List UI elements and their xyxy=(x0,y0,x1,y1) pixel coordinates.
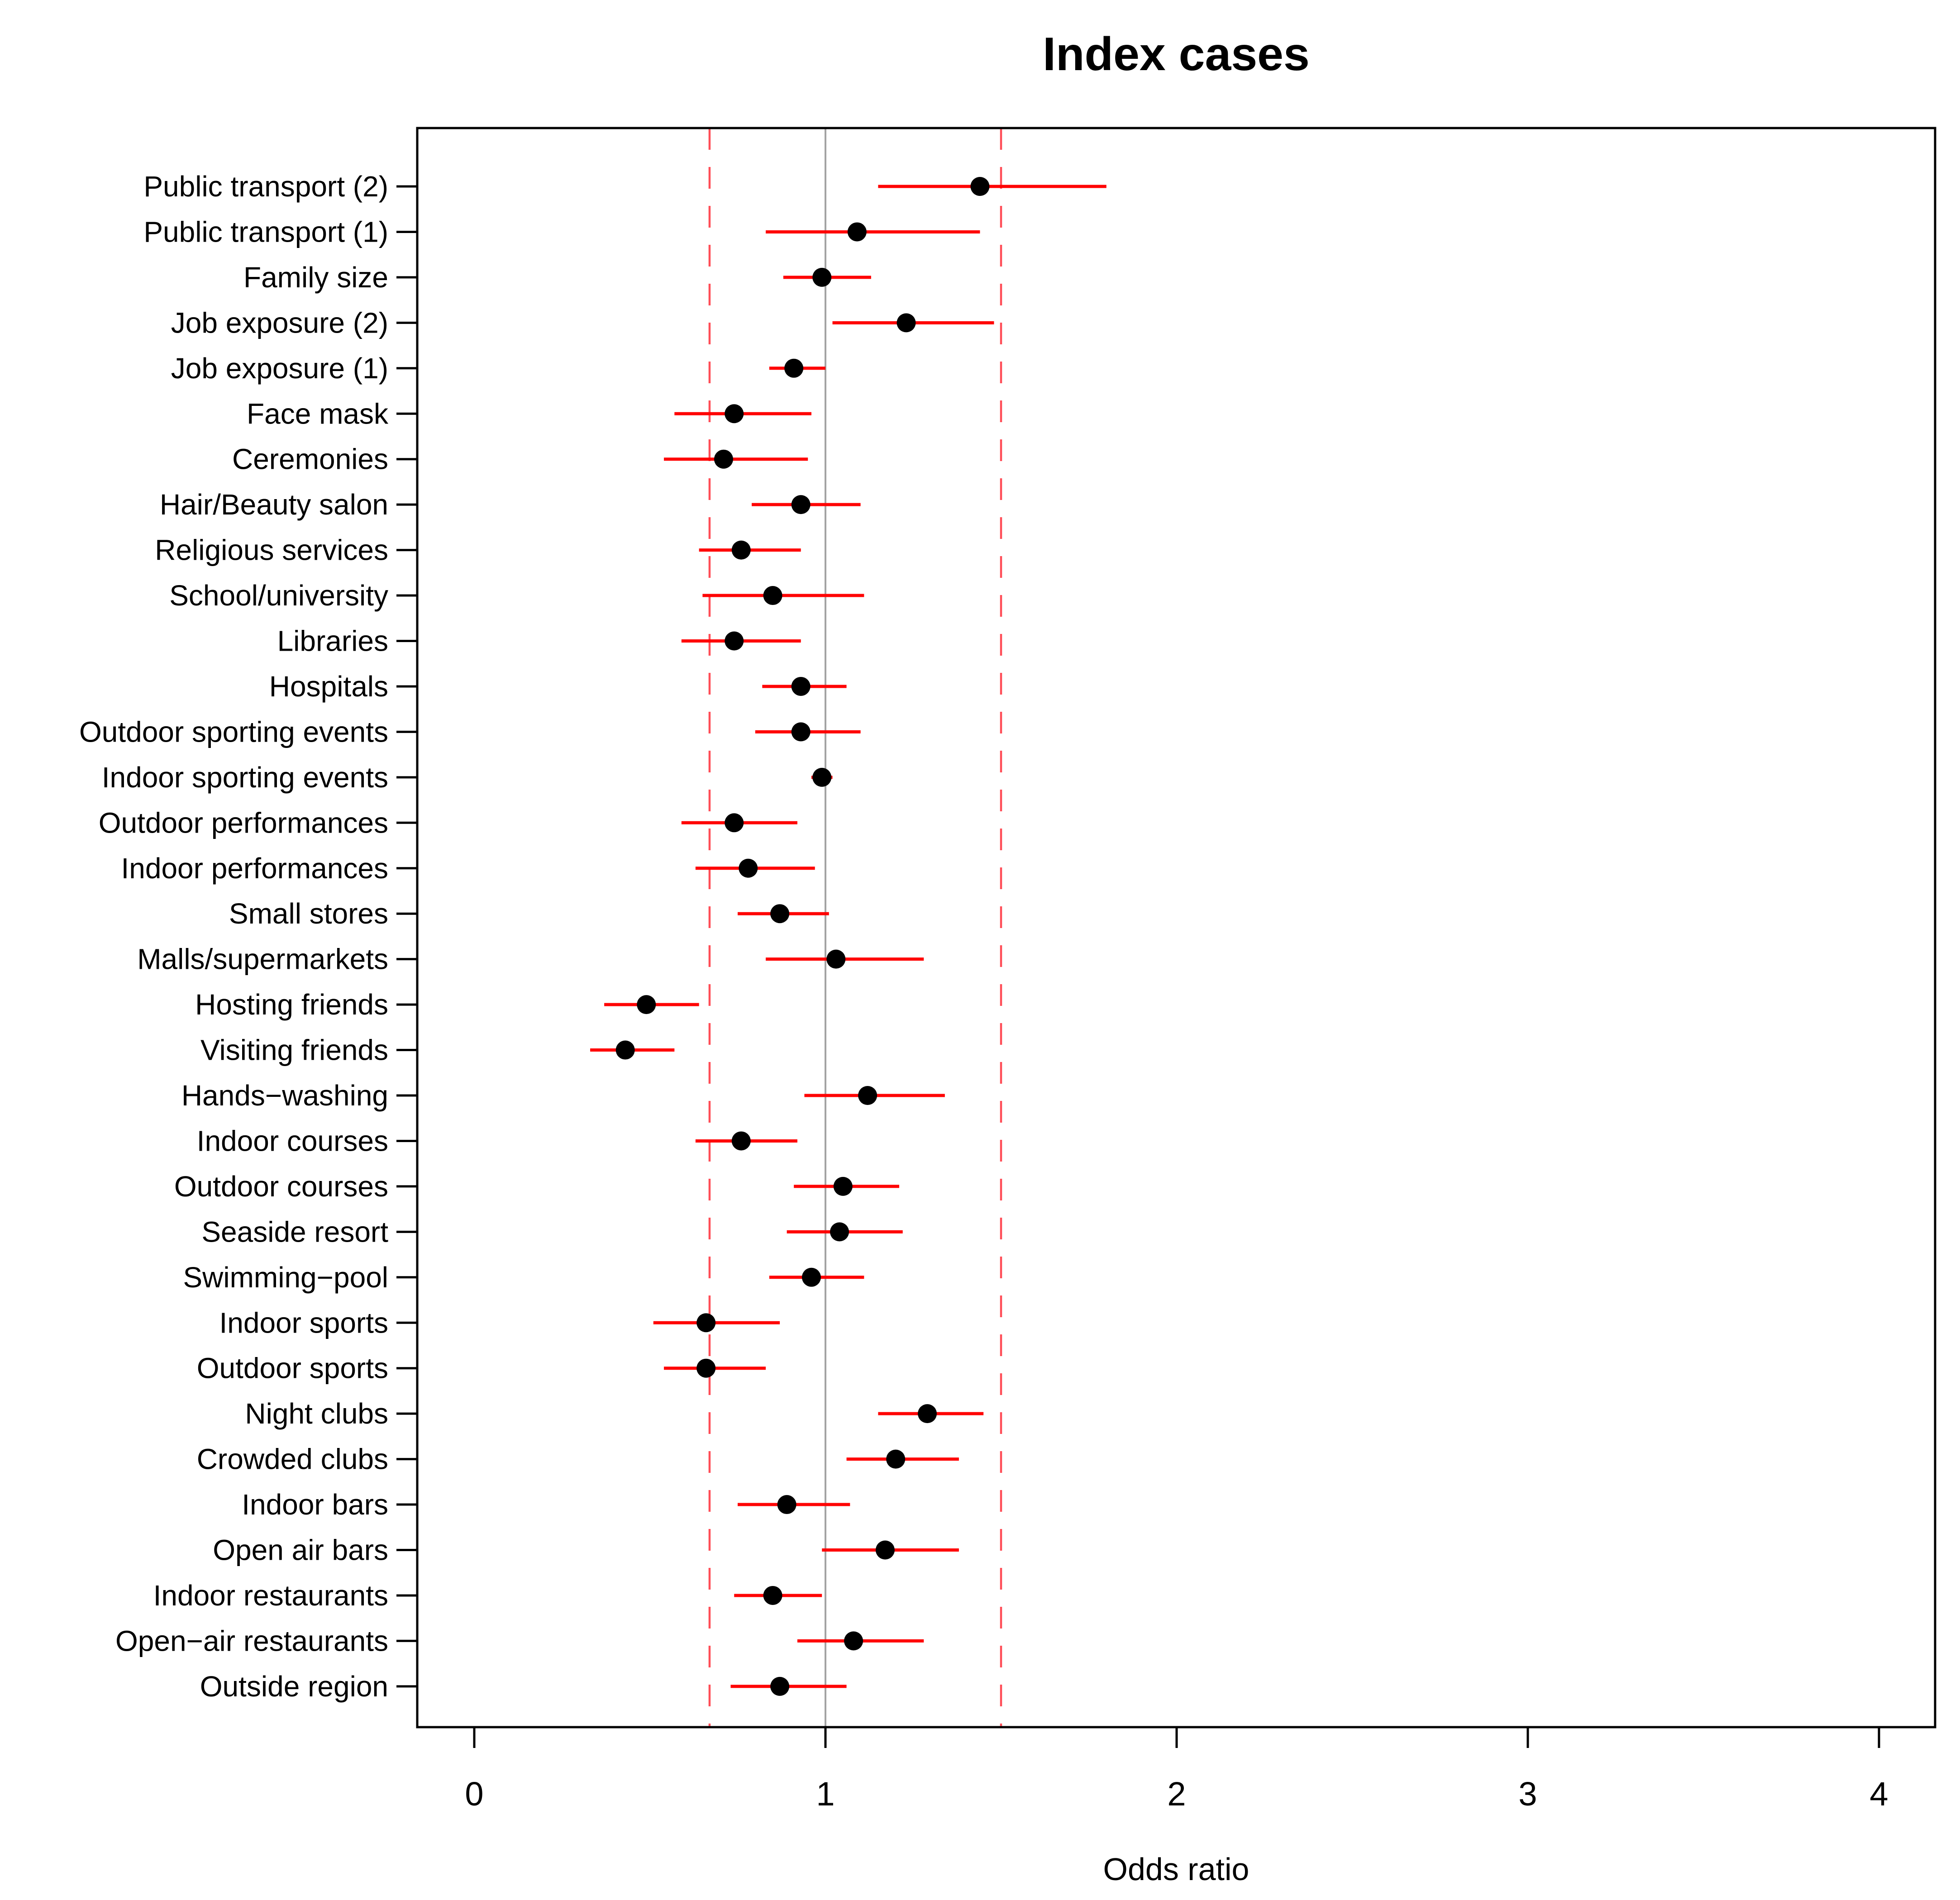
point-estimate-dot xyxy=(770,904,790,924)
category-label: Indoor sporting events xyxy=(102,761,388,794)
category-label: Outdoor performances xyxy=(99,806,388,839)
category-label: Outdoor courses xyxy=(174,1170,388,1203)
point-estimate-dot xyxy=(725,631,744,651)
point-estimate-dot xyxy=(970,177,990,196)
point-estimate-dot xyxy=(615,1040,635,1060)
x-axis-tick-label: 4 xyxy=(1869,1775,1888,1813)
point-estimate-dot xyxy=(847,222,867,242)
point-estimate-dot xyxy=(763,1586,782,1605)
category-label: Job exposure (2) xyxy=(171,306,388,339)
point-estimate-dot xyxy=(731,1131,751,1151)
point-estimate-dot xyxy=(777,1495,796,1514)
point-estimate-dot xyxy=(770,1676,790,1696)
point-estimate-dot xyxy=(725,813,744,833)
category-label: Swimming−pool xyxy=(183,1261,388,1294)
point-estimate-dot xyxy=(830,1222,849,1242)
x-axis-tick-label: 0 xyxy=(465,1775,483,1813)
category-label: Public transport (2) xyxy=(143,170,388,203)
x-axis-tick-label: 3 xyxy=(1518,1775,1537,1813)
category-label: Face mask xyxy=(247,397,389,430)
point-estimate-dot xyxy=(812,767,832,787)
category-label: Hosting friends xyxy=(195,988,388,1021)
category-label: Night clubs xyxy=(245,1397,388,1430)
category-label: Family size xyxy=(243,261,388,294)
x-axis-label: Odds ratio xyxy=(1103,1852,1249,1887)
plot-box xyxy=(416,127,1936,1729)
category-label: Small stores xyxy=(229,897,388,930)
point-estimate-dot xyxy=(696,1358,716,1378)
point-estimate-dot xyxy=(833,1176,853,1196)
plot-area: 0 1 2 3 4 Public transport (2) Public transpor… xyxy=(79,127,1936,1813)
category-label: Outdoor sporting events xyxy=(79,715,388,748)
point-estimate-dot xyxy=(812,267,832,287)
point-estimate-dot xyxy=(725,404,744,424)
point-estimate-dot xyxy=(897,313,916,333)
category-label: Indoor sports xyxy=(219,1306,388,1339)
category-label: Indoor restaurants xyxy=(153,1579,388,1612)
point-estimate-dot xyxy=(731,540,751,560)
category-label: Outdoor sports xyxy=(197,1352,388,1385)
category-label: Visiting friends xyxy=(200,1034,388,1067)
category-label: Public transport (1) xyxy=(143,215,388,248)
point-estimate-dot xyxy=(696,1313,716,1333)
point-estimate-dot xyxy=(791,495,811,514)
category-label: Malls/supermarkets xyxy=(137,943,388,976)
category-label: Indoor bars xyxy=(242,1488,388,1521)
category-label: Open−air restaurants xyxy=(115,1624,388,1657)
category-label: Religious services xyxy=(155,534,388,567)
category-label: Ceremonies xyxy=(232,443,388,476)
category-label: School/university xyxy=(169,579,388,612)
point-estimate-dot xyxy=(637,995,656,1014)
category-label: Hospitals xyxy=(269,670,388,703)
point-estimate-dot xyxy=(858,1086,877,1105)
point-estimate-dot xyxy=(714,449,733,469)
category-label: Indoor courses xyxy=(197,1124,388,1157)
point-estimate-dot xyxy=(844,1631,863,1651)
category-label: Hair/Beauty salon xyxy=(160,488,388,521)
category-label: Outside region xyxy=(200,1670,388,1703)
point-estimate-dot xyxy=(875,1540,895,1560)
category-label: Indoor performances xyxy=(121,852,388,885)
category-label: Job exposure (1) xyxy=(171,352,388,385)
category-label: Crowded clubs xyxy=(197,1443,388,1476)
point-estimate-dot xyxy=(784,358,804,378)
point-estimate-dot xyxy=(739,858,758,878)
chart-title: Index cases xyxy=(1043,28,1310,81)
category-label: Seaside resort xyxy=(201,1215,388,1248)
x-axis-tick-label: 1 xyxy=(816,1775,835,1813)
category-label: Hands−washing xyxy=(181,1079,388,1112)
point-estimate-dot xyxy=(801,1267,821,1287)
point-estimate-dot xyxy=(826,949,846,969)
point-estimate-dot xyxy=(791,676,811,696)
point-estimate-dot xyxy=(763,586,782,605)
category-label: Libraries xyxy=(277,625,388,657)
point-estimate-dot xyxy=(918,1404,937,1424)
point-estimate-dot xyxy=(791,722,811,742)
point-estimate-dot xyxy=(886,1449,906,1469)
category-label: Open air bars xyxy=(213,1534,388,1567)
x-axis-tick-label: 2 xyxy=(1167,1775,1186,1813)
